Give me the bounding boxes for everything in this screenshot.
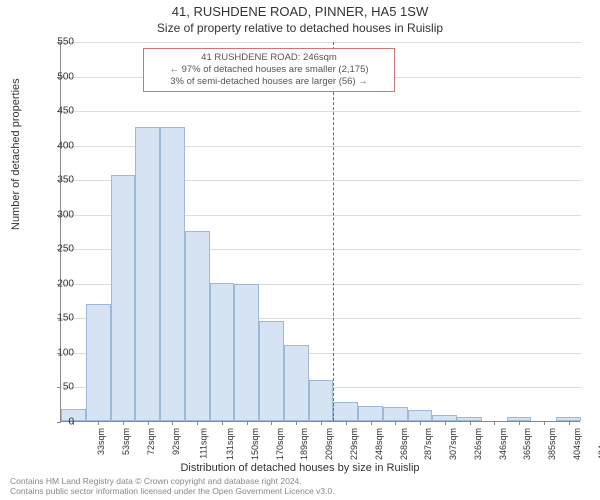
xtick-label: 229sqm <box>349 428 359 460</box>
y-axis-label: Number of detached properties <box>10 78 22 230</box>
xtick-mark <box>371 421 372 425</box>
xtick-label: 131sqm <box>225 428 235 460</box>
xtick-mark <box>296 421 297 425</box>
xtick-mark <box>395 421 396 425</box>
xtick-mark <box>519 421 520 425</box>
xtick-label: 346sqm <box>498 428 508 460</box>
xtick-mark <box>569 421 570 425</box>
xtick-label: 385sqm <box>547 428 557 460</box>
xtick-label: 111sqm <box>199 428 209 459</box>
annotation-box: 41 RUSHDENE ROAD: 246sqm← 97% of detache… <box>143 48 395 92</box>
ytick-label: 250 <box>44 244 74 255</box>
xtick-mark <box>544 421 545 425</box>
annotation-line: 3% of semi-detached houses are larger (5… <box>150 76 388 88</box>
ytick-label: 450 <box>44 106 74 117</box>
footer-line2: Contains public sector information licen… <box>10 486 335 496</box>
xtick-label: 92sqm <box>171 428 181 455</box>
histogram-chart: 41 RUSHDENE ROAD: 246sqm← 97% of detache… <box>60 42 580 422</box>
histogram-bar <box>309 380 334 421</box>
ytick-label: 50 <box>44 382 74 393</box>
xtick-mark <box>420 421 421 425</box>
histogram-bar <box>234 284 259 421</box>
x-axis-label: Distribution of detached houses by size … <box>0 462 600 474</box>
xtick-mark <box>494 421 495 425</box>
xtick-mark <box>172 421 173 425</box>
xtick-label: 248sqm <box>374 428 384 460</box>
xtick-mark <box>123 421 124 425</box>
xtick-mark <box>247 421 248 425</box>
histogram-bar <box>408 410 433 421</box>
histogram-bar <box>284 345 309 421</box>
histogram-bar <box>383 407 408 421</box>
histogram-bar <box>111 175 136 421</box>
gridline <box>61 42 581 43</box>
ytick-label: 0 <box>44 417 74 428</box>
histogram-bar <box>333 402 358 421</box>
histogram-bar <box>86 304 111 421</box>
ytick-label: 350 <box>44 175 74 186</box>
page-title-address: 41, RUSHDENE ROAD, PINNER, HA5 1SW <box>0 0 600 19</box>
xtick-label: 33sqm <box>96 428 106 455</box>
footer-attribution: Contains HM Land Registry data © Crown c… <box>10 476 335 496</box>
xtick-mark <box>321 421 322 425</box>
ytick-label: 100 <box>44 347 74 358</box>
xtick-mark <box>98 421 99 425</box>
histogram-bar <box>160 127 185 421</box>
xtick-mark <box>271 421 272 425</box>
reference-line <box>333 42 334 421</box>
xtick-mark <box>346 421 347 425</box>
annotation-line: 41 RUSHDENE ROAD: 246sqm <box>150 52 388 64</box>
ytick-label: 500 <box>44 71 74 82</box>
gridline <box>61 111 581 112</box>
histogram-bar <box>185 231 210 421</box>
histogram-bar <box>259 321 284 421</box>
xtick-mark <box>470 421 471 425</box>
xtick-label: 424sqm <box>597 428 600 460</box>
xtick-label: 189sqm <box>300 428 310 460</box>
histogram-bar <box>135 127 160 421</box>
ytick-label: 200 <box>44 278 74 289</box>
xtick-label: 326sqm <box>473 428 483 460</box>
ytick-label: 300 <box>44 209 74 220</box>
annotation-line: ← 97% of detached houses are smaller (2,… <box>150 64 388 76</box>
xtick-mark <box>148 421 149 425</box>
xtick-mark <box>197 421 198 425</box>
xtick-label: 268sqm <box>399 428 409 460</box>
xtick-label: 150sqm <box>250 428 260 460</box>
ytick-label: 150 <box>44 313 74 324</box>
ytick-label: 550 <box>44 37 74 48</box>
xtick-label: 170sqm <box>275 428 285 460</box>
xtick-mark <box>445 421 446 425</box>
xtick-label: 365sqm <box>522 428 532 460</box>
histogram-bar <box>358 406 383 421</box>
xtick-label: 307sqm <box>448 428 458 460</box>
xtick-label: 287sqm <box>423 428 433 460</box>
xtick-label: 209sqm <box>324 428 334 460</box>
footer-line1: Contains HM Land Registry data © Crown c… <box>10 476 335 486</box>
histogram-bar <box>210 283 235 421</box>
xtick-label: 72sqm <box>146 428 156 455</box>
ytick-label: 400 <box>44 140 74 151</box>
xtick-label: 53sqm <box>121 428 131 455</box>
page-subtitle: Size of property relative to detached ho… <box>0 19 600 35</box>
xtick-label: 404sqm <box>572 428 582 460</box>
plot-region: 41 RUSHDENE ROAD: 246sqm← 97% of detache… <box>60 42 580 422</box>
xtick-mark <box>222 421 223 425</box>
